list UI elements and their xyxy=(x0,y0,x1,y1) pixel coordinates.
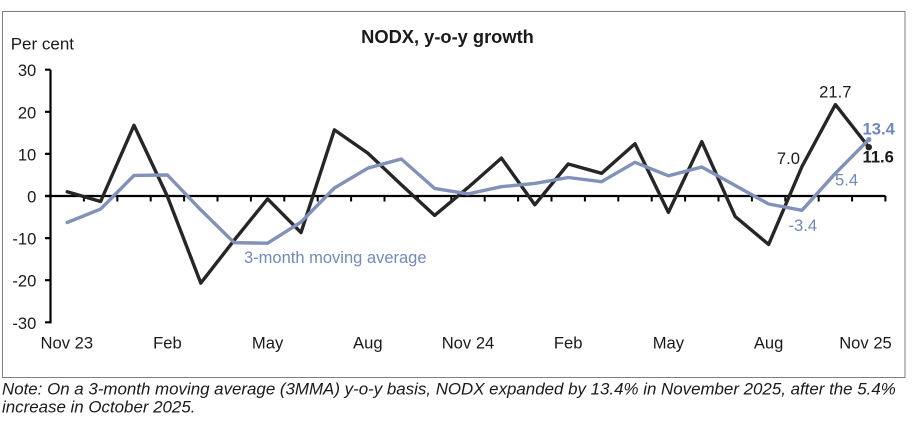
svg-text:Aug: Aug xyxy=(754,334,784,353)
svg-text:11.6: 11.6 xyxy=(863,148,894,167)
svg-text:-10: -10 xyxy=(12,230,36,249)
svg-text:21.7: 21.7 xyxy=(819,83,851,102)
svg-text:30: 30 xyxy=(18,61,36,80)
svg-text:Nov 25: Nov 25 xyxy=(839,334,892,353)
svg-text:0: 0 xyxy=(27,188,36,207)
svg-text:NODX, y-o-y growth: NODX, y-o-y growth xyxy=(361,26,534,47)
svg-text:Note: On a 3-month moving aver: Note: On a 3-month moving average (3MMA)… xyxy=(2,380,896,399)
svg-text:13.4: 13.4 xyxy=(863,119,896,138)
svg-text:-30: -30 xyxy=(12,314,36,333)
svg-text:May: May xyxy=(653,334,685,353)
svg-text:Per cent: Per cent xyxy=(11,35,75,54)
svg-text:Nov 24: Nov 24 xyxy=(442,334,495,353)
svg-text:7.0: 7.0 xyxy=(777,149,800,168)
svg-text:10: 10 xyxy=(18,145,36,164)
svg-text:20: 20 xyxy=(18,103,36,122)
svg-text:increase in October 2025.: increase in October 2025. xyxy=(2,398,195,417)
svg-text:-3.4: -3.4 xyxy=(789,216,818,235)
svg-text:Feb: Feb xyxy=(153,334,182,353)
svg-text:Nov 23: Nov 23 xyxy=(41,334,94,353)
svg-text:3-month moving average: 3-month moving average xyxy=(244,249,427,267)
svg-text:May: May xyxy=(252,334,284,353)
svg-text:-20: -20 xyxy=(12,272,36,291)
svg-text:Aug: Aug xyxy=(353,334,383,353)
svg-text:5.4: 5.4 xyxy=(835,171,858,190)
svg-text:Feb: Feb xyxy=(554,334,583,353)
